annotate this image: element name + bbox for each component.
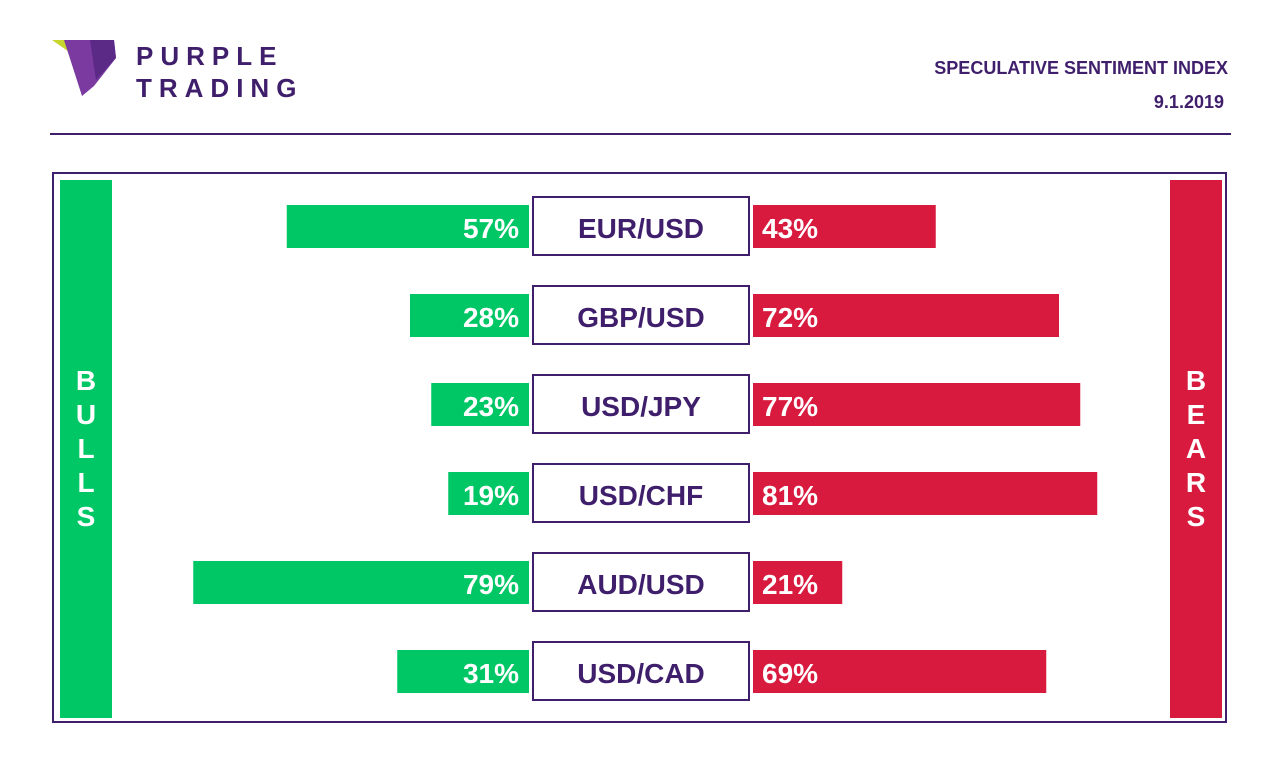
brand-line-1: PURPLE: [136, 41, 284, 71]
bull-value-label: 79%: [463, 569, 519, 600]
bull-value-label: 23%: [463, 391, 519, 422]
bull-value-label: 19%: [463, 480, 519, 511]
bear-value-label: 77%: [762, 391, 818, 422]
pair-box: [532, 196, 750, 256]
pair-box: [532, 641, 750, 701]
bear-bar: [753, 383, 1081, 426]
bulls-label-letter: U: [75, 399, 97, 430]
bull-bar: [448, 472, 529, 515]
brand-line-2: TRADING: [136, 73, 304, 103]
pair-label: EUR/USD: [578, 213, 704, 244]
bull-value-label: 57%: [463, 213, 519, 244]
bears-label-letter: E: [1186, 399, 1206, 430]
bull-bar: [410, 294, 529, 337]
pair-label: USD/JPY: [581, 391, 701, 422]
pair-box: [532, 285, 750, 345]
bulls-label-letter: L: [77, 433, 95, 464]
bear-bar: [753, 472, 1098, 515]
bears-label-letter: A: [1185, 433, 1207, 464]
header-divider: [50, 133, 1231, 135]
bull-bar: [431, 383, 529, 426]
bear-bar: [753, 294, 1059, 337]
bears-label-letter: R: [1185, 467, 1207, 498]
bull-bar: [193, 561, 529, 604]
bull-bar: [397, 650, 529, 693]
bear-bar: [753, 650, 1047, 693]
bulls-label-letter: L: [77, 467, 95, 498]
brand-wordmark: PURPLE TRADING: [136, 40, 303, 104]
bears-label-letter: B: [1185, 365, 1207, 396]
bear-value-label: 81%: [762, 480, 818, 511]
purple-trading-logo-icon: [52, 40, 116, 96]
pair-box: [532, 463, 750, 523]
bear-bar: [753, 561, 843, 604]
bull-value-label: 31%: [463, 658, 519, 689]
pair-label: USD/CAD: [577, 658, 705, 689]
bear-value-label: 72%: [762, 302, 818, 333]
bull-value-label: 28%: [463, 302, 519, 333]
bull-bar: [286, 205, 529, 248]
bulls-label-letter: B: [75, 365, 97, 396]
bear-value-label: 43%: [762, 213, 818, 244]
bears-label-letter: S: [1186, 501, 1206, 532]
pair-box: [532, 374, 750, 434]
pair-label: GBP/USD: [577, 302, 705, 333]
bear-value-label: 69%: [762, 658, 818, 689]
pair-label: USD/CHF: [579, 480, 703, 511]
pair-box: [532, 552, 750, 612]
pair-label: AUD/USD: [577, 569, 705, 600]
report-date: 9.1.2019: [1153, 92, 1224, 112]
page-title: SPECULATIVE SENTIMENT INDEX: [934, 58, 1228, 78]
bulls-label-letter: S: [76, 501, 96, 532]
bear-bar: [753, 205, 936, 248]
bear-value-label: 21%: [762, 569, 818, 600]
chart-frame: [52, 172, 1227, 723]
